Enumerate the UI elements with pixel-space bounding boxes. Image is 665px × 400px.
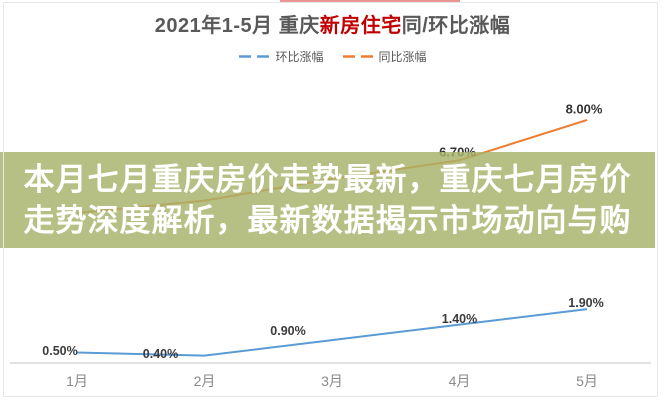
x-axis-label-3月: 3月 [321, 373, 343, 389]
data-label-环比涨幅-1月: 0.50% [42, 343, 78, 358]
legend-label: 环比涨幅 [275, 50, 324, 64]
legend-item-环比涨幅[interactable]: 环比涨幅 [238, 48, 324, 65]
data-label-环比涨幅-3月: 0.90% [270, 324, 306, 339]
data-label-环比涨幅-2月: 0.40% [142, 346, 179, 361]
legend-dash-icon [239, 55, 270, 58]
headline-overlay: 本月七月重庆房价走势最新，重庆七月房价 走势深度解析，最新数据揭示市场动向与购 [0, 152, 655, 248]
chart-title-highlight: 新房住宅 [319, 15, 402, 37]
legend-label: 同比涨幅 [378, 50, 427, 64]
chart-title: 2021年1-5月 重庆新房住宅同/环比涨幅 [0, 9, 665, 38]
x-axis-label-1月: 1月 [66, 373, 88, 389]
data-label-同比涨幅-5月: 8.00% [565, 101, 603, 117]
data-label-环比涨幅-4月: 1.40% [441, 311, 478, 326]
legend-item-同比涨幅[interactable]: 同比涨幅 [342, 48, 427, 65]
chart-title-prefix: 2021年1-5月 重庆 [154, 15, 320, 37]
chart-legend: 环比涨幅 同比涨幅 [0, 48, 665, 65]
headline-line-1: 本月七月重庆房价走势最新，重庆七月房价 [23, 162, 632, 197]
headline-line-2: 走势深度解析，最新数据揭示市场动向与购 [23, 203, 632, 238]
series-line-环比涨幅 [76, 308, 588, 357]
legend-dash-icon [342, 55, 373, 58]
chart-title-suffix: 同/环比涨幅 [401, 15, 511, 37]
x-axis-label-2月: 2月 [193, 373, 216, 389]
video-progress-bar [280, 0, 460, 2]
x-axis-label-5月: 5月 [576, 373, 598, 389]
x-axis-label-4月: 4月 [448, 373, 471, 389]
data-label-环比涨幅-5月: 1.90% [568, 296, 604, 311]
